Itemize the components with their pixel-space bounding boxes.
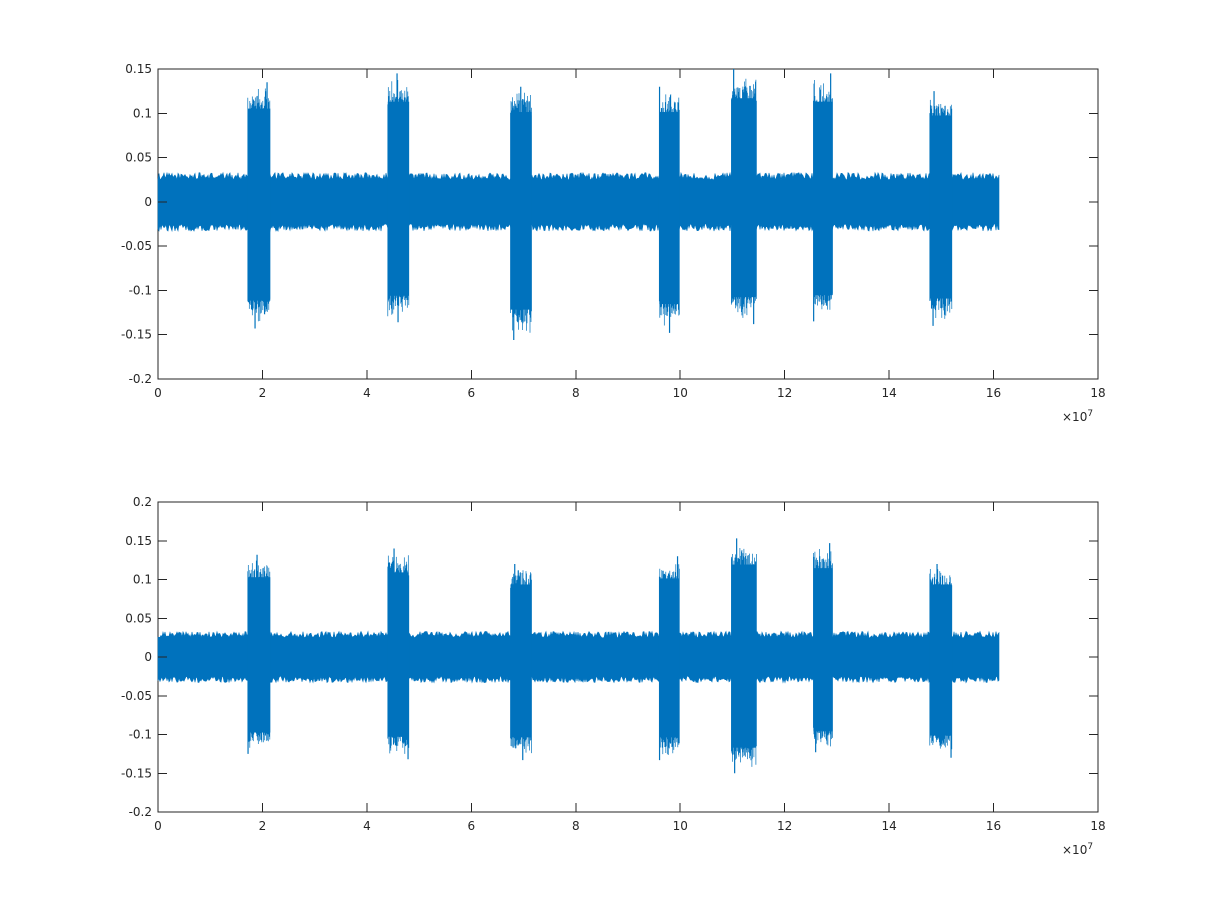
x-tick-label: 14 xyxy=(881,819,896,833)
y-tick-label: 0.15 xyxy=(125,62,152,76)
x-tick-label: 10 xyxy=(673,386,688,400)
burst-spikes xyxy=(731,538,757,774)
burst-1 xyxy=(247,82,271,329)
burst-spikes xyxy=(813,543,833,753)
burst-7 xyxy=(929,564,953,758)
burst-spikes xyxy=(387,73,410,323)
burst-3 xyxy=(510,564,532,761)
burst-spikes xyxy=(510,86,532,340)
top-plot: 0 2 4 6 8 10 12 14 16 18 0.15 0.1 0.05 0 -0.05 -0.1 -0.1… xyxy=(121,62,1106,424)
burst-spikes xyxy=(929,91,953,326)
x-tick-label: 4 xyxy=(363,386,371,400)
y-tick-label: -0.2 xyxy=(129,372,152,386)
burst-7 xyxy=(929,91,953,326)
x-tick-label: 6 xyxy=(468,819,476,833)
x-tick-label: 0 xyxy=(154,386,162,400)
burst-spikes xyxy=(731,69,757,325)
signal-baseline-band xyxy=(157,630,1000,684)
burst-1 xyxy=(247,554,271,754)
x-tick-label: 12 xyxy=(777,819,792,833)
x-axis-multiplier: ×107 xyxy=(1062,409,1093,424)
x-axis-multiplier-exponent: 7 xyxy=(1087,842,1093,852)
x-tick-label: 2 xyxy=(259,819,267,833)
x-axis-multiplier-base: ×10 xyxy=(1062,410,1087,424)
y-tick-label: -0.05 xyxy=(121,689,152,703)
x-tick-label: 4 xyxy=(363,819,371,833)
y-tick-label: 0 xyxy=(144,650,152,664)
x-tick-label: 8 xyxy=(572,386,580,400)
x-tick-label: 0 xyxy=(154,819,162,833)
burst-6 xyxy=(813,543,833,753)
x-tick-label: 12 xyxy=(777,386,792,400)
y-tick-label: -0.2 xyxy=(129,805,152,819)
x-tick-label: 10 xyxy=(673,819,688,833)
x-tick-label: 18 xyxy=(1090,386,1105,400)
y-tick-label: -0.15 xyxy=(121,766,152,780)
x-tick-label: 8 xyxy=(572,819,580,833)
burst-2 xyxy=(387,548,410,760)
burst-spikes xyxy=(929,564,953,758)
burst-6 xyxy=(813,73,833,322)
x-tick-label: 16 xyxy=(986,819,1001,833)
y-tick-label: -0.05 xyxy=(121,239,152,253)
burst-spikes xyxy=(658,86,680,333)
y-tick-label: -0.1 xyxy=(129,283,152,297)
burst-spikes xyxy=(658,556,680,761)
signal-series xyxy=(157,538,1000,774)
y-tick-label: 0.05 xyxy=(125,151,152,165)
y-tick-label: 0.15 xyxy=(125,534,152,548)
burst-2 xyxy=(387,73,410,323)
burst-spikes xyxy=(510,564,532,761)
x-tick-label: 14 xyxy=(881,386,896,400)
burst-4 xyxy=(658,556,680,761)
bottom-plot: 0 2 4 6 8 10 12 14 16 18 0.2 0.15 0.1 0.05 0 -0.05 -0.1 -… xyxy=(121,495,1106,857)
y-tick-label: 0.2 xyxy=(133,495,152,509)
x-tick-label: 16 xyxy=(986,386,1001,400)
y-tick-label: -0.15 xyxy=(121,328,152,342)
x-axis-multiplier-base: ×10 xyxy=(1062,843,1087,857)
y-tick-label: 0 xyxy=(144,195,152,209)
y-tick-label: -0.1 xyxy=(129,728,152,742)
signal-baseline-band xyxy=(157,171,1000,233)
burst-5 xyxy=(731,69,757,325)
burst-3 xyxy=(510,86,532,340)
burst-spikes xyxy=(247,82,271,329)
x-axis-multiplier: ×107 xyxy=(1062,842,1093,857)
signal-series xyxy=(157,69,1000,340)
y-tick-label: 0.1 xyxy=(133,106,152,120)
x-tick-label: 6 xyxy=(468,386,476,400)
y-tick-label: 0.05 xyxy=(125,611,152,625)
burst-5 xyxy=(731,538,757,774)
burst-4 xyxy=(658,86,680,333)
burst-spikes xyxy=(247,554,271,754)
y-tick-label: 0.1 xyxy=(133,573,152,587)
x-axis-multiplier-exponent: 7 xyxy=(1087,409,1093,419)
burst-spikes xyxy=(813,73,833,322)
x-tick-label: 2 xyxy=(259,386,267,400)
x-tick-label: 18 xyxy=(1090,819,1105,833)
burst-spikes xyxy=(387,548,410,760)
